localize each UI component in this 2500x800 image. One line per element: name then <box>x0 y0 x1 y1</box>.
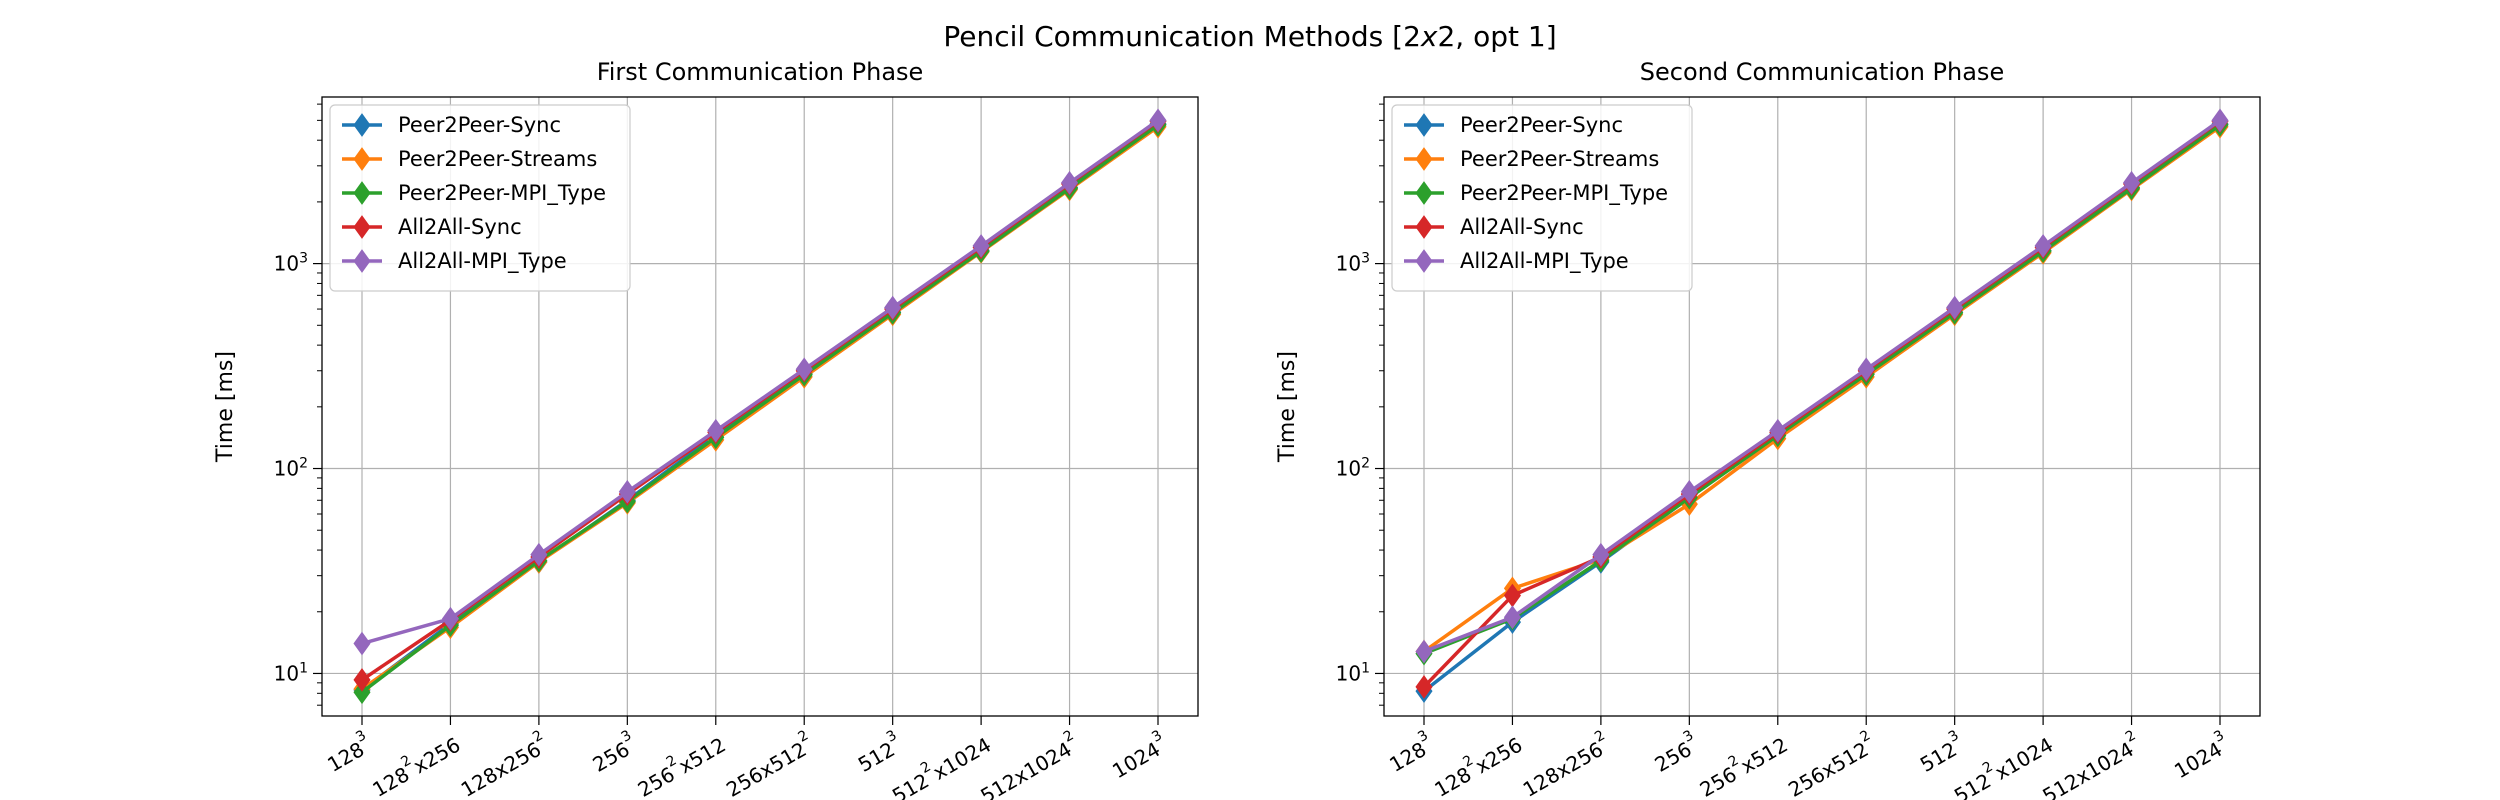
axes-frame <box>321 96 1199 717</box>
y-tick-label: 101 <box>274 660 308 685</box>
legend-entry: All2All-MPI_Type <box>398 249 567 274</box>
legend-entry: All2All-Sync <box>1460 215 1584 239</box>
legend-box <box>329 104 631 292</box>
legend-entry: All2All-Sync <box>398 215 522 239</box>
series-group <box>353 108 1167 705</box>
series-marker <box>1680 479 1698 504</box>
y-tick-label: 103 <box>1336 251 1370 276</box>
y-axis-label: Time [ms] <box>1275 351 1300 463</box>
series-marker <box>530 542 548 567</box>
legend-entry: Peer2Peer-MPI_Type <box>1460 181 1668 206</box>
series-marker <box>2123 170 2141 195</box>
legend-entry: Peer2Peer-Sync <box>398 113 561 137</box>
figure-title: Pencil Communication Methods [2x2, opt 1… <box>943 20 1556 53</box>
y-tick-label: 101 <box>1336 660 1370 685</box>
y-tick-label: 102 <box>274 456 308 481</box>
legend-marker <box>353 147 371 171</box>
y-tick-label: 103 <box>274 251 308 276</box>
series-marker <box>1149 108 1167 133</box>
series-marker <box>1769 418 1787 443</box>
series-marker <box>1415 675 1433 699</box>
legend-marker <box>353 181 371 205</box>
legend-box <box>1391 104 1693 292</box>
series-line <box>361 118 1160 646</box>
series-marker <box>1415 639 1433 664</box>
panels: 10110210312831282x256128x256225632562x51… <box>213 58 2261 800</box>
legend-marker <box>353 215 371 239</box>
legend-entry: Peer2Peer-MPI_Type <box>398 181 606 206</box>
series-marker <box>618 479 636 504</box>
legend-marker <box>1415 147 1433 171</box>
y-tick-label: 102 <box>1336 456 1370 481</box>
legend-marker <box>1415 181 1433 205</box>
y-axis-label: Time [ms] <box>213 351 238 463</box>
legend-marker <box>353 113 371 137</box>
series-marker <box>441 606 459 631</box>
series-marker <box>353 668 371 692</box>
axes-frame <box>1383 96 2261 717</box>
series-marker <box>1857 357 1875 382</box>
legend-entry: All2All-MPI_Type <box>1460 249 1629 274</box>
legend-entry: Peer2Peer-Streams <box>398 147 597 171</box>
series-marker <box>1061 170 1079 195</box>
series-marker <box>972 234 990 258</box>
series-line <box>1423 118 2222 654</box>
series-marker <box>1592 542 1610 567</box>
legend-marker <box>1415 215 1433 239</box>
series-marker <box>353 680 371 705</box>
series-marker <box>2034 234 2052 258</box>
panel-title: First Communication Phase <box>597 58 924 86</box>
legend-marker <box>1415 249 1433 273</box>
series-marker <box>1503 605 1521 630</box>
series-marker <box>2211 108 2229 133</box>
series-line <box>360 123 1160 694</box>
series-marker <box>795 357 813 382</box>
panel-title: Second Communication Phase <box>1640 58 2004 86</box>
legend-marker <box>353 249 371 273</box>
legend-entry: Peer2Peer-Streams <box>1460 147 1659 171</box>
legend-marker <box>1415 113 1433 137</box>
series-marker <box>1946 295 1964 320</box>
legend-entry: Peer2Peer-Sync <box>1460 113 1623 137</box>
legend: Peer2Peer-Sync Peer2Peer-Streams Peer2Peer… <box>1391 104 1693 292</box>
series-line <box>1423 123 2222 656</box>
series-marker <box>353 631 371 656</box>
panel-1: 10110210312831282x256128x256225632562x51… <box>213 58 1199 800</box>
series-marker <box>884 295 902 320</box>
series-group <box>1415 108 2229 703</box>
legend: Peer2Peer-Sync Peer2Peer-Streams Peer2Peer… <box>329 104 631 292</box>
series-marker <box>707 418 725 443</box>
